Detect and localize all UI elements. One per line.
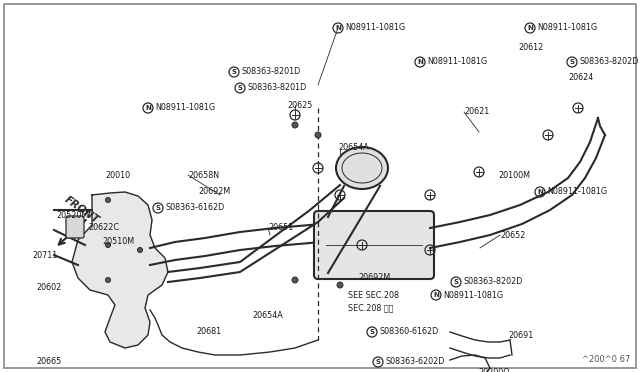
Text: 20100M: 20100M <box>498 170 530 180</box>
Text: N: N <box>527 25 533 31</box>
Text: N: N <box>335 25 341 31</box>
Text: 20681: 20681 <box>196 327 221 337</box>
Text: 20654A: 20654A <box>252 311 283 320</box>
Text: S: S <box>570 59 575 65</box>
FancyBboxPatch shape <box>66 216 84 238</box>
Circle shape <box>292 122 298 128</box>
Text: N08911-1081G: N08911-1081G <box>547 187 607 196</box>
Text: 20621: 20621 <box>464 108 489 116</box>
Text: S08363-8202D: S08363-8202D <box>463 278 522 286</box>
Text: S08363-8201D: S08363-8201D <box>241 67 300 77</box>
Text: N08911-1081G: N08911-1081G <box>345 23 405 32</box>
Text: 20602: 20602 <box>36 283 61 292</box>
Text: N: N <box>145 105 151 111</box>
Text: 20665: 20665 <box>36 357 61 366</box>
Circle shape <box>106 243 111 247</box>
Text: S: S <box>369 329 374 335</box>
FancyBboxPatch shape <box>314 211 434 279</box>
Circle shape <box>292 277 298 283</box>
Text: S08363-6162D: S08363-6162D <box>165 203 224 212</box>
Text: 20692M: 20692M <box>198 187 230 196</box>
Text: S: S <box>454 279 458 285</box>
Text: S08360-6162D: S08360-6162D <box>379 327 438 337</box>
Text: S08363-8201D: S08363-8201D <box>247 83 307 93</box>
Circle shape <box>106 198 111 202</box>
Polygon shape <box>72 192 168 348</box>
Text: N: N <box>417 59 423 65</box>
Text: SEC.208 参照: SEC.208 参照 <box>348 304 394 312</box>
Text: 20691: 20691 <box>508 330 533 340</box>
Circle shape <box>106 278 111 282</box>
Text: S: S <box>156 205 161 211</box>
Text: S: S <box>232 69 237 75</box>
Text: 20520M: 20520M <box>56 211 88 219</box>
Text: 20711: 20711 <box>32 250 57 260</box>
Text: N: N <box>433 292 439 298</box>
Text: 20625: 20625 <box>287 100 312 109</box>
Text: 20654A: 20654A <box>338 144 369 153</box>
Text: 20658N: 20658N <box>188 170 219 180</box>
Text: 20624: 20624 <box>568 74 593 83</box>
Text: S: S <box>237 85 243 91</box>
Text: FRONT: FRONT <box>63 195 101 225</box>
Text: 20651: 20651 <box>268 224 293 232</box>
Text: S08363-6202D: S08363-6202D <box>385 357 444 366</box>
Text: 20510M: 20510M <box>102 237 134 247</box>
Text: N: N <box>537 189 543 195</box>
Text: 20010: 20010 <box>105 170 130 180</box>
Text: 20612: 20612 <box>518 44 543 52</box>
Circle shape <box>337 282 343 288</box>
Text: 20652: 20652 <box>500 231 525 240</box>
Text: N08911-1081G: N08911-1081G <box>537 23 597 32</box>
Text: 20622C: 20622C <box>88 224 119 232</box>
Circle shape <box>315 132 321 138</box>
Text: S: S <box>376 359 381 365</box>
Text: 20200Q: 20200Q <box>478 368 509 372</box>
Ellipse shape <box>336 147 388 189</box>
Circle shape <box>138 247 143 253</box>
Text: N08911-1081G: N08911-1081G <box>443 291 503 299</box>
Text: 20692M: 20692M <box>358 273 390 282</box>
Text: N08911-1081G: N08911-1081G <box>155 103 215 112</box>
Text: ^200^0 67: ^200^0 67 <box>582 355 630 364</box>
Text: SEE SEC.208: SEE SEC.208 <box>348 291 399 299</box>
Text: S08363-8202D: S08363-8202D <box>579 58 638 67</box>
Text: N08911-1081G: N08911-1081G <box>427 58 487 67</box>
